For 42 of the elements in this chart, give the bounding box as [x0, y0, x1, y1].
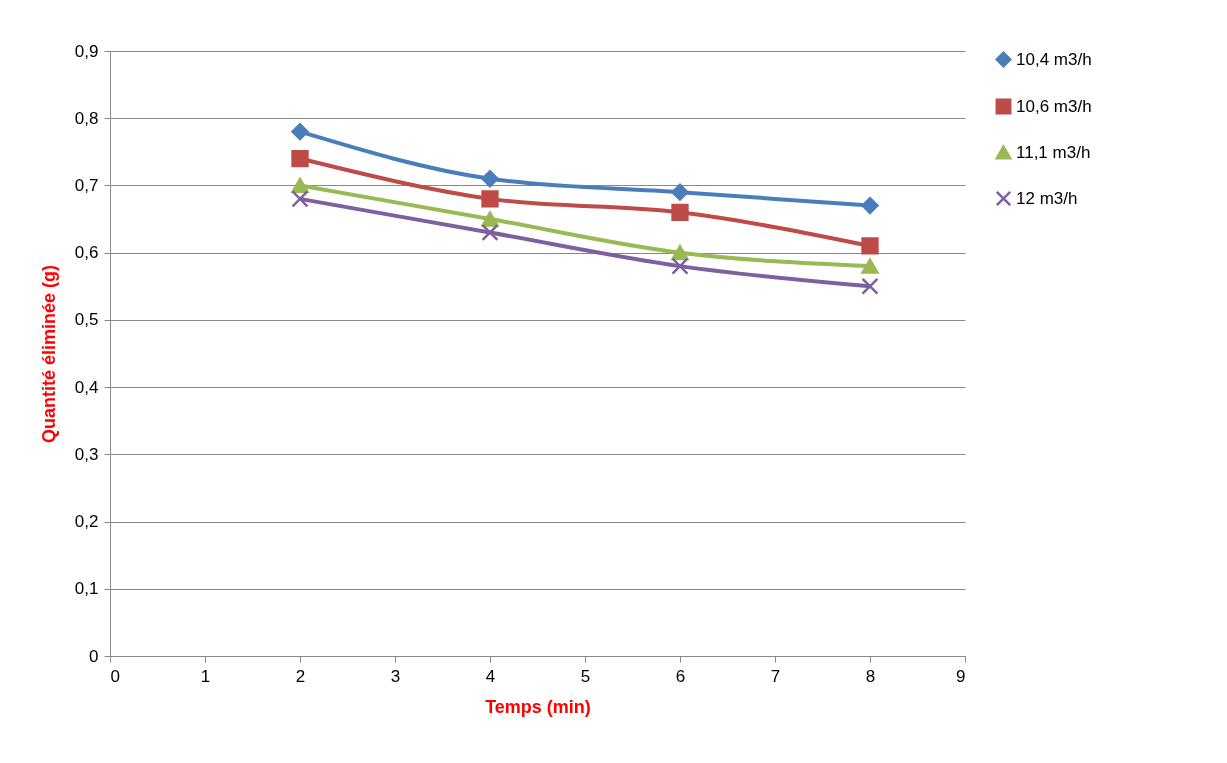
- point: [671, 183, 689, 201]
- point: [481, 170, 499, 188]
- point: [861, 196, 879, 215]
- legend-label: 10,4 m3/h: [1016, 49, 1092, 69]
- y-tick-label: 0,7: [74, 175, 99, 195]
- legend-label: 11,1 m3/h: [1016, 142, 1091, 162]
- point: [481, 223, 499, 242]
- x-tick-label: 9: [956, 666, 966, 686]
- x-tick-label: 7: [770, 666, 781, 686]
- point: [291, 149, 309, 168]
- x-tick-label: 3: [390, 666, 401, 686]
- y-tick-label: 0: [89, 646, 99, 666]
- y-tick-label: 0,9: [74, 41, 99, 61]
- point: [291, 177, 309, 194]
- x-tick-label: 4: [485, 666, 496, 686]
- x-tick-label: 0: [110, 666, 120, 686]
- point: [861, 237, 879, 255]
- point: [291, 190, 309, 208]
- point: [671, 244, 689, 261]
- x-axis-title: Temps (min): [485, 696, 591, 717]
- y-tick-label: 0,5: [74, 310, 99, 330]
- x-tick-label: 8: [865, 666, 876, 686]
- x-tick-label: 6: [675, 666, 686, 686]
- legend-label: 10,6 m3/h: [1016, 96, 1092, 116]
- y-tick-label: 0,4: [74, 377, 99, 397]
- y-axis-title: Quantité éliminée (g): [38, 264, 59, 444]
- point: [291, 123, 309, 141]
- y-tick-label: 0,8: [74, 108, 99, 128]
- legend-label: 12 m3/h: [1016, 188, 1078, 208]
- point: [481, 211, 499, 227]
- point: [481, 190, 499, 208]
- point: [671, 203, 689, 221]
- y-tick-label: 0,2: [74, 512, 99, 532]
- x-tick-label: 5: [580, 666, 591, 686]
- x-tick-label: 2: [295, 666, 306, 686]
- point: [671, 257, 689, 275]
- y-tick-label: 0,6: [74, 243, 99, 263]
- point: [861, 277, 879, 295]
- y-tick-label: 0,1: [74, 579, 99, 599]
- x-tick-label: 1: [200, 666, 211, 686]
- point: [861, 258, 879, 274]
- y-tick-label: 0,3: [74, 444, 99, 464]
